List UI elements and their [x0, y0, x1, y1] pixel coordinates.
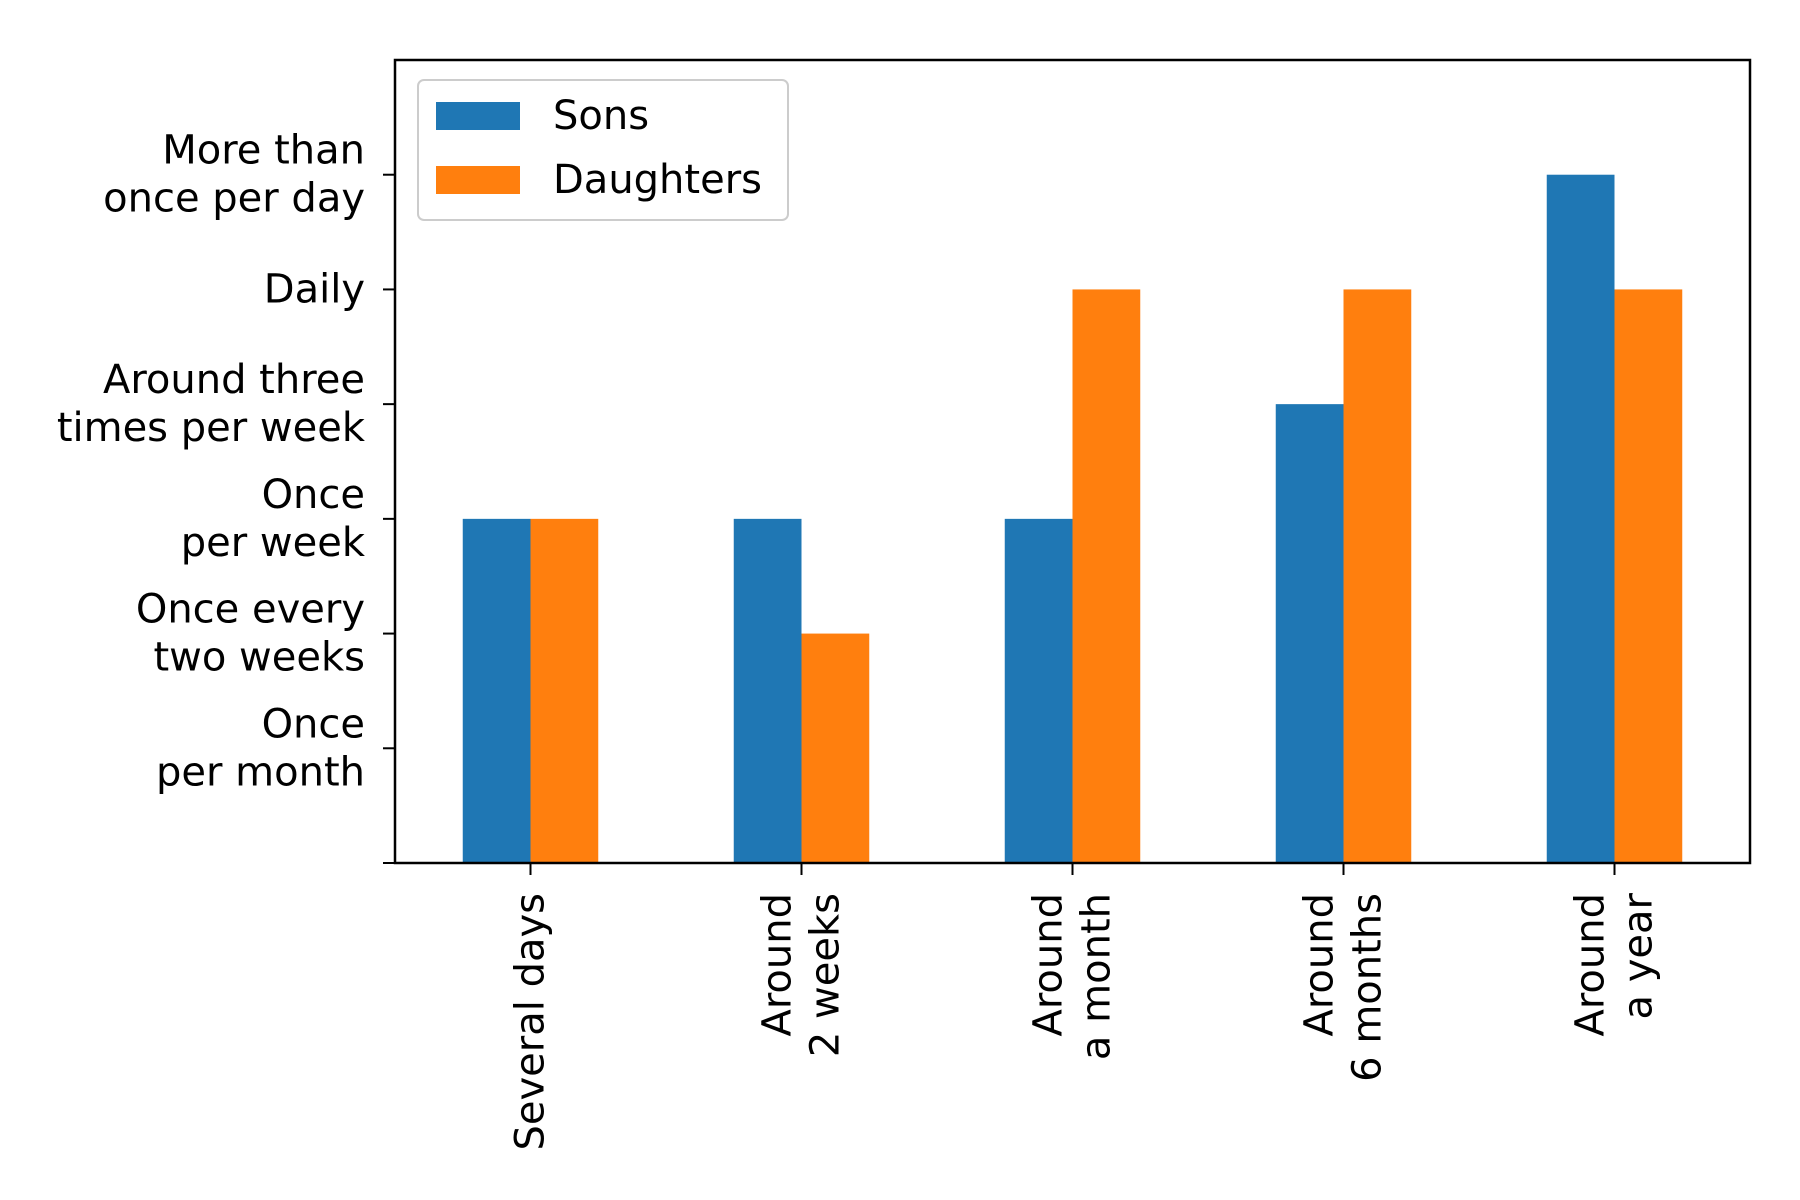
y-tick-label-line: Once [262, 701, 365, 747]
plot-frame [393, 58, 1752, 865]
legend-label-sons: Sons [553, 93, 649, 139]
legend-swatch-daughters [436, 166, 520, 194]
y-tick-label-line: two weeks [153, 635, 365, 681]
bar-sons [1275, 404, 1344, 863]
y-tick-label: Once per month [156, 701, 365, 795]
legend-label-daughters: Daughters [553, 157, 762, 203]
x-tick-label: Around6 months [1297, 893, 1391, 1082]
y-tick-label: Once every two weeks [136, 587, 365, 681]
x-tick-label: Several days [508, 893, 554, 1150]
x-tick-label-line: Around [1026, 893, 1072, 1037]
x-tick-label-line: a year [1616, 892, 1662, 1019]
bar-sons [1546, 174, 1615, 863]
x-tick-label-line: Around [1297, 893, 1343, 1037]
y-tick-label-line: Once [262, 472, 365, 518]
y-tick-label-line: per month [156, 749, 365, 795]
y-tick-label-line: per week [181, 520, 366, 566]
x-tick-label-line: Around [755, 893, 801, 1037]
bar-daughters [1343, 289, 1412, 863]
y-tick-label-line: Daily [264, 266, 365, 312]
bar-sons [462, 518, 531, 863]
y-tick-label-line: times per week [57, 405, 366, 451]
x-tick-label-line: a month [1074, 893, 1120, 1060]
bar-daughters [801, 633, 870, 863]
bars-layer [462, 174, 1683, 863]
x-tick-label-line: Around [1568, 893, 1614, 1037]
x-tick-label-line: Several days [508, 893, 554, 1150]
y-tick-label: More than once per day [103, 128, 365, 222]
x-tick-label: Arounda month [1026, 893, 1120, 1060]
y-tick-label: Once per week [181, 472, 366, 566]
x-axis: Several days Around2 weeks Arounda month Ar… [508, 863, 1662, 1150]
bar-sons [1004, 518, 1073, 863]
legend-swatch-sons [436, 102, 520, 130]
y-tick-label: Around three times per week [57, 357, 366, 451]
x-tick-label-line: 6 months [1345, 893, 1391, 1082]
y-tick-label-line: Once every [136, 587, 365, 633]
y-tick-label-line: Around three [103, 357, 365, 403]
bar-daughters [1072, 289, 1141, 863]
bar-sons [733, 518, 802, 863]
bar-daughters [530, 518, 599, 863]
bar-daughters [1614, 289, 1683, 863]
x-tick-label: Arounda year [1568, 892, 1662, 1036]
y-tick-label-line: once per day [103, 176, 365, 222]
x-tick-label: Around2 weeks [755, 893, 849, 1057]
y-tick-label: Daily [264, 266, 365, 312]
y-tick-label-line: More than [162, 128, 365, 174]
x-tick-label-line: 2 weeks [803, 893, 849, 1057]
legend: Sons Daughters [417, 79, 789, 221]
